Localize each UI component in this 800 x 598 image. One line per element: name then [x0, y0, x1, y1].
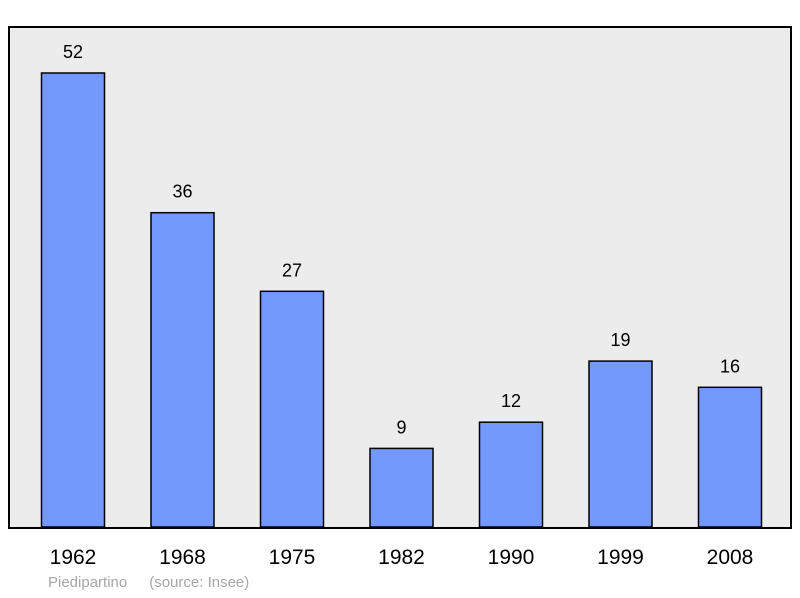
x-tick-label-2008: 2008: [707, 546, 754, 569]
bar-1968: [150, 211, 215, 528]
bar-1975: [259, 290, 325, 528]
value-label-2008: 16: [720, 356, 740, 376]
plot-area: [8, 26, 792, 529]
x-tick-label-1962: 1962: [50, 546, 97, 569]
x-tick-label-1975: 1975: [269, 546, 316, 569]
chart-footer: Piedipartino (source: Insee): [48, 574, 271, 591]
value-label-1990: 12: [501, 391, 521, 411]
bar-1999: [588, 360, 653, 528]
x-tick-label-1982: 1982: [378, 546, 425, 569]
x-tick-label-1990: 1990: [488, 546, 535, 569]
value-label-1962: 52: [63, 42, 83, 62]
bars-layer: [40, 72, 763, 528]
x-tick-labels-layer: 1962 1968 1975 1982 1990 1999 2008: [50, 546, 754, 569]
x-tick-label-1968: 1968: [159, 546, 206, 569]
bar-1982: [369, 447, 434, 528]
bar-2008: [697, 386, 763, 528]
footer-source: (source: Insee): [149, 574, 250, 591]
value-label-1968: 36: [172, 182, 192, 202]
value-label-1982: 9: [396, 417, 406, 437]
value-labels-layer: 52 36 27 9 12 19 16: [63, 42, 740, 437]
value-label-1999: 19: [610, 330, 630, 350]
value-label-1975: 27: [282, 260, 302, 280]
bar-1962: [40, 72, 106, 528]
bar-1990: [478, 421, 544, 528]
x-tick-label-1999: 1999: [597, 546, 644, 569]
footer-place: Piedipartino: [48, 574, 128, 591]
